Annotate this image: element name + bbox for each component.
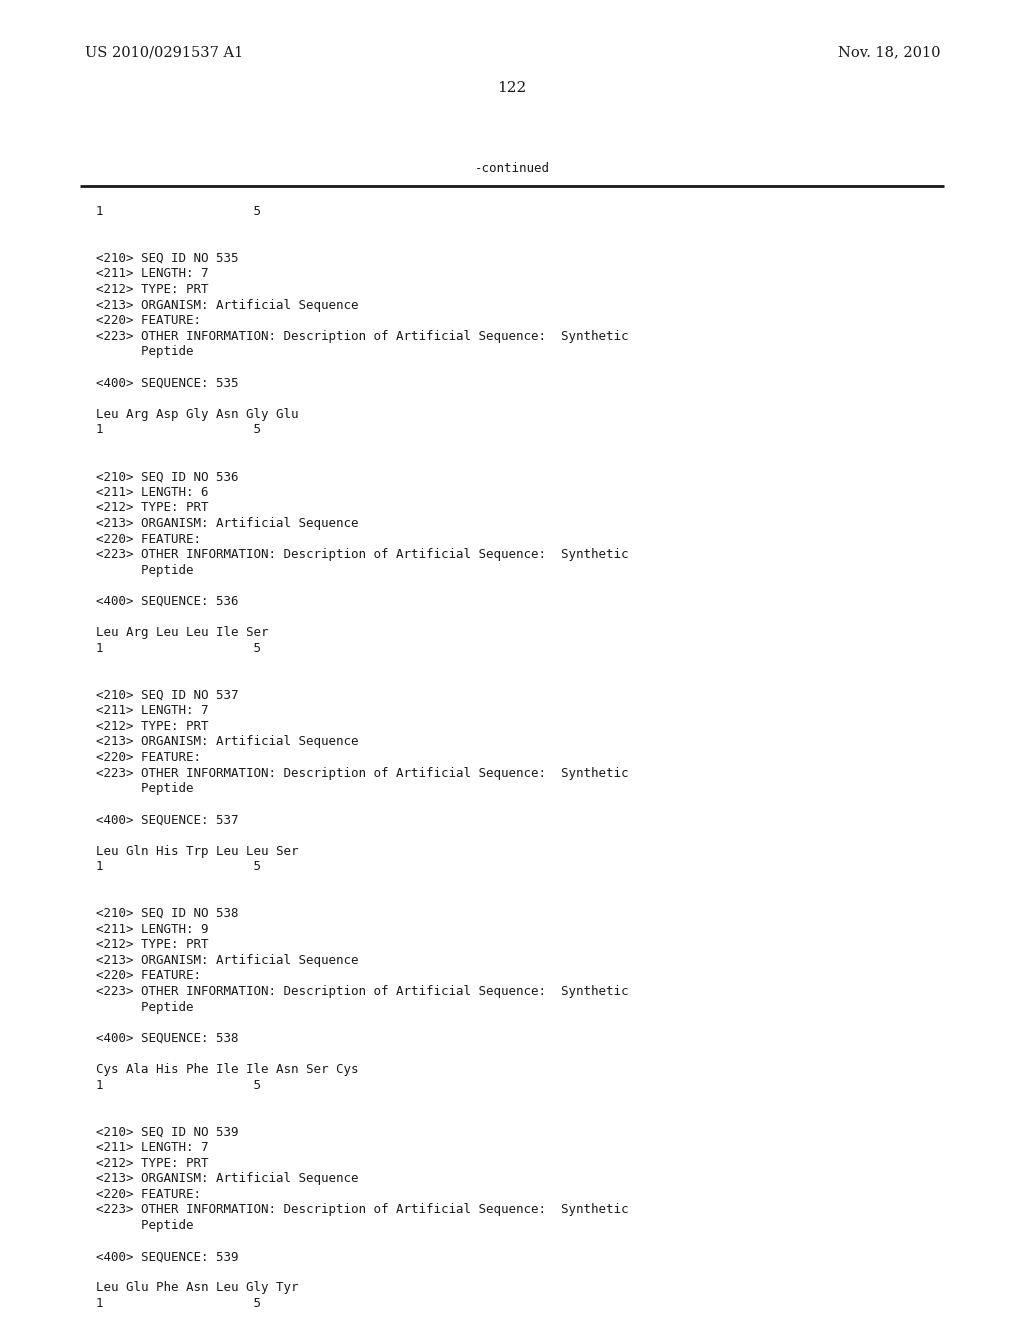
Text: <400> SEQUENCE: 538: <400> SEQUENCE: 538 bbox=[96, 1032, 239, 1045]
Text: US 2010/0291537 A1: US 2010/0291537 A1 bbox=[85, 45, 244, 59]
Text: Leu Glu Phe Asn Leu Gly Tyr: Leu Glu Phe Asn Leu Gly Tyr bbox=[96, 1282, 299, 1295]
Text: Peptide: Peptide bbox=[96, 346, 194, 359]
Text: <213> ORGANISM: Artificial Sequence: <213> ORGANISM: Artificial Sequence bbox=[96, 1172, 358, 1185]
Text: Peptide: Peptide bbox=[96, 783, 194, 795]
Text: <213> ORGANISM: Artificial Sequence: <213> ORGANISM: Artificial Sequence bbox=[96, 517, 358, 531]
Text: Peptide: Peptide bbox=[96, 1001, 194, 1014]
Text: <400> SEQUENCE: 536: <400> SEQUENCE: 536 bbox=[96, 595, 239, 609]
Text: Leu Gln His Trp Leu Leu Ser: Leu Gln His Trp Leu Leu Ser bbox=[96, 845, 299, 858]
Text: <223> OTHER INFORMATION: Description of Artificial Sequence:  Synthetic: <223> OTHER INFORMATION: Description of … bbox=[96, 548, 629, 561]
Text: <211> LENGTH: 9: <211> LENGTH: 9 bbox=[96, 923, 209, 936]
Text: <210> SEQ ID NO 537: <210> SEQ ID NO 537 bbox=[96, 689, 239, 702]
Text: 1                    5: 1 5 bbox=[96, 642, 261, 655]
Text: <212> TYPE: PRT: <212> TYPE: PRT bbox=[96, 939, 209, 952]
Text: <210> SEQ ID NO 536: <210> SEQ ID NO 536 bbox=[96, 470, 239, 483]
Text: <210> SEQ ID NO 535: <210> SEQ ID NO 535 bbox=[96, 252, 239, 265]
Text: <223> OTHER INFORMATION: Description of Artificial Sequence:  Synthetic: <223> OTHER INFORMATION: Description of … bbox=[96, 1204, 629, 1217]
Text: 1                    5: 1 5 bbox=[96, 205, 261, 218]
Text: <220> FEATURE:: <220> FEATURE: bbox=[96, 532, 201, 545]
Text: Nov. 18, 2010: Nov. 18, 2010 bbox=[838, 45, 940, 59]
Text: <211> LENGTH: 6: <211> LENGTH: 6 bbox=[96, 486, 209, 499]
Text: <212> TYPE: PRT: <212> TYPE: PRT bbox=[96, 1156, 209, 1170]
Text: <211> LENGTH: 7: <211> LENGTH: 7 bbox=[96, 1140, 209, 1154]
Text: <213> ORGANISM: Artificial Sequence: <213> ORGANISM: Artificial Sequence bbox=[96, 735, 358, 748]
Text: Peptide: Peptide bbox=[96, 1218, 194, 1232]
Text: 1                    5: 1 5 bbox=[96, 1298, 261, 1309]
Text: <220> FEATURE:: <220> FEATURE: bbox=[96, 751, 201, 764]
Text: <220> FEATURE:: <220> FEATURE: bbox=[96, 969, 201, 982]
Text: Leu Arg Asp Gly Asn Gly Glu: Leu Arg Asp Gly Asn Gly Glu bbox=[96, 408, 299, 421]
Text: 1                    5: 1 5 bbox=[96, 861, 261, 874]
Text: <220> FEATURE:: <220> FEATURE: bbox=[96, 1188, 201, 1201]
Text: <223> OTHER INFORMATION: Description of Artificial Sequence:  Synthetic: <223> OTHER INFORMATION: Description of … bbox=[96, 767, 629, 780]
Text: Leu Arg Leu Leu Ile Ser: Leu Arg Leu Leu Ile Ser bbox=[96, 626, 268, 639]
Text: <400> SEQUENCE: 537: <400> SEQUENCE: 537 bbox=[96, 813, 239, 826]
Text: <400> SEQUENCE: 535: <400> SEQUENCE: 535 bbox=[96, 376, 239, 389]
Text: <212> TYPE: PRT: <212> TYPE: PRT bbox=[96, 502, 209, 515]
Text: <210> SEQ ID NO 538: <210> SEQ ID NO 538 bbox=[96, 907, 239, 920]
Text: <223> OTHER INFORMATION: Description of Artificial Sequence:  Synthetic: <223> OTHER INFORMATION: Description of … bbox=[96, 985, 629, 998]
Text: <220> FEATURE:: <220> FEATURE: bbox=[96, 314, 201, 327]
Text: 1                    5: 1 5 bbox=[96, 424, 261, 437]
Text: <211> LENGTH: 7: <211> LENGTH: 7 bbox=[96, 268, 209, 280]
Text: <400> SEQUENCE: 539: <400> SEQUENCE: 539 bbox=[96, 1250, 239, 1263]
Text: -continued: -continued bbox=[474, 161, 550, 174]
Text: 1                    5: 1 5 bbox=[96, 1078, 261, 1092]
Text: <211> LENGTH: 7: <211> LENGTH: 7 bbox=[96, 704, 209, 717]
Text: <213> ORGANISM: Artificial Sequence: <213> ORGANISM: Artificial Sequence bbox=[96, 298, 358, 312]
Text: <210> SEQ ID NO 539: <210> SEQ ID NO 539 bbox=[96, 1126, 239, 1138]
Text: Peptide: Peptide bbox=[96, 564, 194, 577]
Text: <213> ORGANISM: Artificial Sequence: <213> ORGANISM: Artificial Sequence bbox=[96, 954, 358, 966]
Text: <212> TYPE: PRT: <212> TYPE: PRT bbox=[96, 282, 209, 296]
Text: <212> TYPE: PRT: <212> TYPE: PRT bbox=[96, 719, 209, 733]
Text: 122: 122 bbox=[498, 81, 526, 95]
Text: Cys Ala His Phe Ile Ile Asn Ser Cys: Cys Ala His Phe Ile Ile Asn Ser Cys bbox=[96, 1063, 358, 1076]
Text: <223> OTHER INFORMATION: Description of Artificial Sequence:  Synthetic: <223> OTHER INFORMATION: Description of … bbox=[96, 330, 629, 343]
